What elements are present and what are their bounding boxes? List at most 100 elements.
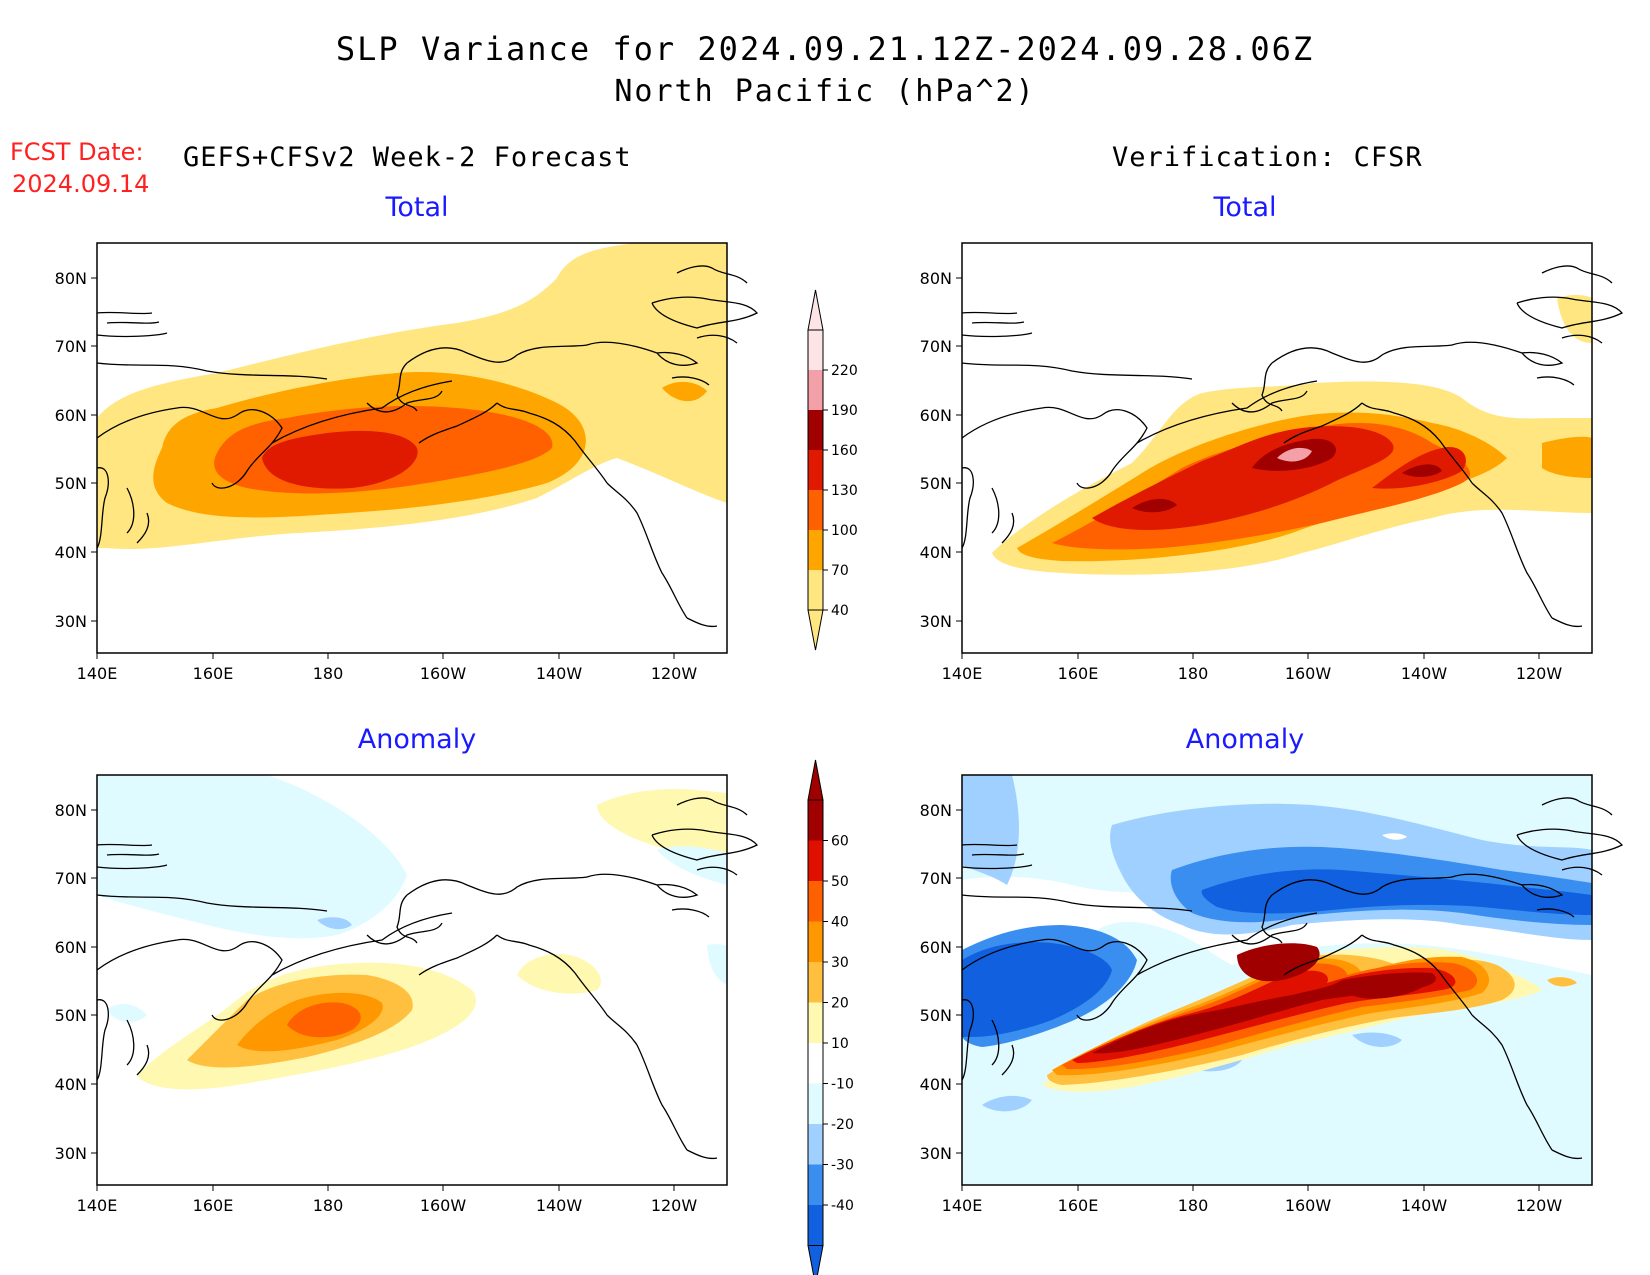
colorbar-top-arrow (807, 289, 824, 331)
lon-tick-label: 160W (420, 664, 467, 683)
colorbar-label: 100 (831, 523, 858, 539)
colorbar-swatch (808, 370, 823, 410)
colorbar-swatch (808, 1002, 823, 1043)
colorbar-swatch (808, 450, 823, 490)
lat-tick-label: 80N (920, 269, 952, 288)
total-colorbar: 40 70 100 130 160 190 220 (807, 289, 858, 651)
colorbar-swatch (808, 1164, 823, 1205)
colorbar-swatch (808, 840, 823, 881)
lon-tick-label: 140W (1401, 664, 1448, 683)
lon-tick-label: 160W (1285, 1196, 1332, 1215)
lon-tick-label: 160E (193, 664, 234, 683)
colorbar-swatch (808, 1043, 823, 1084)
forecast-anomaly-title: Anomaly (357, 724, 477, 755)
colorbar-swatch (808, 330, 823, 370)
colorbar-label: 160 (831, 443, 858, 459)
lat-tick-label: 30N (920, 1144, 952, 1163)
colorbar-label: 70 (831, 563, 849, 579)
colorbar-swatch (808, 800, 823, 841)
colorbar-label: 30 (831, 955, 849, 971)
lat-tick-label: 30N (55, 612, 87, 631)
lat-tick-label: 50N (920, 1006, 952, 1025)
colorbar-bottom-arrow (807, 1245, 824, 1275)
main-title: SLP Variance for 2024.09.21.12Z-2024.09.… (335, 30, 1315, 68)
colorbar-swatch (808, 490, 823, 530)
lat-tick-label: 70N (920, 869, 952, 888)
lat-tick-label: 60N (55, 406, 87, 425)
colorbar-swatch (808, 570, 823, 610)
anomaly-colorbar: -40 -30 -20 -10 10 20 30 40 50 60 (807, 759, 854, 1275)
lon-tick-label: 160W (1285, 664, 1332, 683)
lat-tick-label: 40N (55, 543, 87, 562)
main-subtitle: North Pacific (hPa^2) (614, 74, 1036, 109)
colorbar-label: 40 (831, 915, 849, 931)
lat-tick-label: 50N (920, 474, 952, 493)
lat-tick-label: 40N (55, 1075, 87, 1094)
lon-tick-label: 180 (1178, 664, 1209, 683)
lon-tick-label: 120W (1516, 1196, 1563, 1215)
verification-total-title: Total (1213, 192, 1277, 223)
lat-tick-label: 60N (920, 406, 952, 425)
lat-tick-label: 50N (55, 1006, 87, 1025)
colorbar-label: 10 (831, 1036, 849, 1052)
colorbar-bottom-arrow (807, 609, 824, 651)
lat-tick-label: 70N (55, 869, 87, 888)
lat-tick-label: 80N (55, 801, 87, 820)
forecast-anomaly-panel (96, 774, 758, 1186)
lon-tick-label: 140W (536, 1196, 583, 1215)
colorbar-swatch (808, 921, 823, 962)
colorbar-swatch (808, 1083, 823, 1124)
lon-tick-label: 140E (942, 664, 983, 683)
lon-tick-label: 160E (1058, 1196, 1099, 1215)
verification-total-panel (961, 242, 1623, 654)
fcst-date-label: FCST Date: (10, 138, 144, 166)
colorbar-label: 130 (831, 483, 858, 499)
verification-column-title: Verification: CFSR (1112, 142, 1423, 173)
colorbar-frame (807, 799, 824, 1246)
colorbar-label: -10 (831, 1077, 854, 1093)
lon-tick-label: 120W (651, 1196, 698, 1215)
fcst-date-value: 2024.09.14 (12, 170, 150, 198)
lon-tick-label: 180 (313, 664, 344, 683)
colorbar-swatch (808, 1124, 823, 1165)
verification-total-contours (992, 294, 1592, 575)
lon-tick-label: 140E (77, 1196, 118, 1215)
colorbar-label: -20 (831, 1117, 854, 1133)
lat-tick-label: 60N (55, 938, 87, 957)
lon-tick-label: 160W (420, 1196, 467, 1215)
lon-tick-label: 140W (536, 664, 583, 683)
lat-tick-label: 70N (920, 337, 952, 356)
verification-anomaly-contours (962, 775, 1592, 1185)
lat-tick-label: 40N (920, 1075, 952, 1094)
forecast-total-contours (97, 243, 727, 550)
lat-tick-label: 80N (55, 269, 87, 288)
colorbar-label: 40 (831, 603, 849, 619)
lon-tick-label: 120W (651, 664, 698, 683)
colorbar-swatch (808, 881, 823, 922)
lon-tick-label: 160E (193, 1196, 234, 1215)
colorbar-swatch (808, 410, 823, 450)
colorbar-label: 20 (831, 996, 849, 1012)
lon-tick-label: 180 (1178, 1196, 1209, 1215)
verification-anomaly-panel (961, 774, 1623, 1186)
colorbar-label: 190 (831, 403, 858, 419)
forecast-total-panel (96, 242, 758, 654)
colorbar-swatch (808, 1205, 823, 1246)
lat-tick-label: 60N (920, 938, 952, 957)
colorbar-swatch (808, 530, 823, 570)
lat-tick-label: 80N (920, 801, 952, 820)
lon-tick-label: 140W (1401, 1196, 1448, 1215)
lon-tick-label: 120W (1516, 664, 1563, 683)
lon-tick-label: 140E (77, 664, 118, 683)
lat-tick-label: 30N (920, 612, 952, 631)
axes-layer: 140E 160E 180 160W 140W 120W 80N 70N 60N 50N 40N 30… (55, 269, 1563, 1215)
colorbar-label: -30 (831, 1158, 854, 1174)
colorbar-label: -40 (831, 1198, 854, 1214)
lat-tick-label: 30N (55, 1144, 87, 1163)
lat-tick-label: 50N (55, 474, 87, 493)
lat-tick-label: 70N (55, 337, 87, 356)
colorbar-label: 60 (831, 834, 849, 850)
forecast-column-title: GEFS+CFSv2 Week-2 Forecast (183, 142, 632, 173)
lat-tick-label: 40N (920, 543, 952, 562)
verification-anomaly-title: Anomaly (1185, 724, 1305, 755)
